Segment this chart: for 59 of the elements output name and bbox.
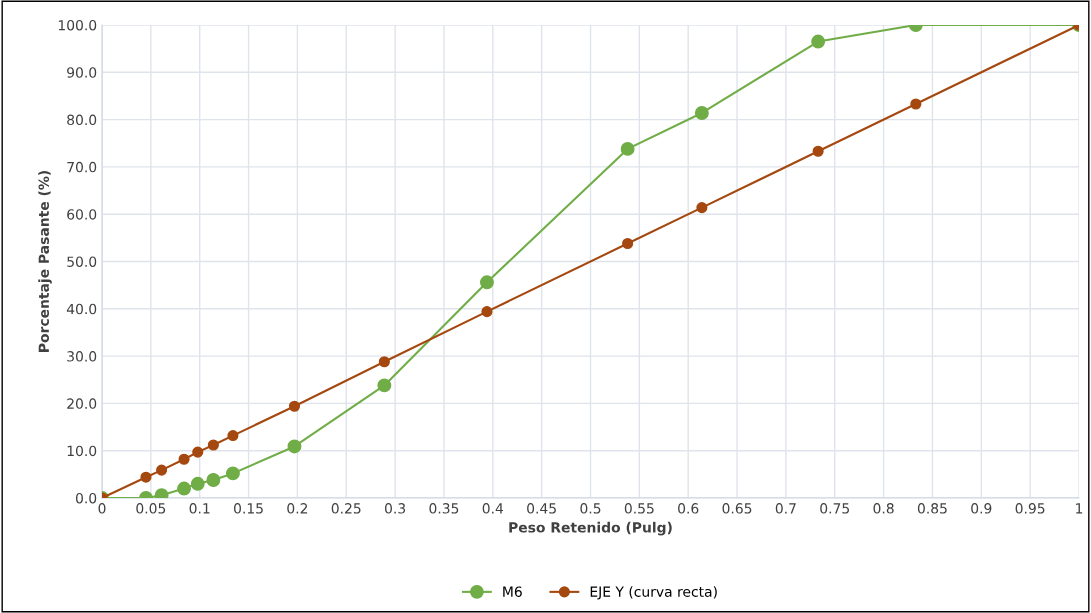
point	[190, 476, 205, 491]
point	[622, 237, 634, 250]
point	[177, 481, 192, 496]
x-tick-label: 0.25	[331, 503, 361, 514]
x-tick-label: 0.3	[384, 503, 406, 514]
x-tick-label: 0.7	[775, 503, 796, 514]
x-tick-label: 0.4	[482, 503, 504, 514]
point	[696, 202, 708, 214]
point	[227, 430, 239, 442]
x-tick-label: 0.65	[722, 503, 752, 514]
point	[377, 378, 392, 393]
point	[812, 145, 824, 157]
point	[811, 34, 826, 49]
point	[156, 464, 168, 476]
point	[288, 400, 301, 412]
point	[225, 466, 240, 481]
y-tick-label: 100.0	[58, 19, 97, 31]
x-tick-label: 0.9	[971, 503, 992, 514]
y-tick-label: 10.0	[67, 445, 97, 457]
x-tick-label: 0.15	[234, 503, 263, 514]
x-tick-label: 0	[98, 503, 106, 514]
x-tick-label: 0.8	[873, 503, 894, 514]
y-tick-label: 60.0	[67, 209, 97, 220]
x-tick-label: 0.55	[624, 503, 654, 514]
y-tick-label: 50.0	[67, 256, 97, 267]
x-tick-label: 0.95	[1015, 503, 1045, 514]
point	[287, 439, 302, 454]
point	[620, 141, 635, 156]
x-tick-label: 1	[1076, 503, 1083, 514]
y-tick-label: 30.0	[67, 351, 97, 362]
point	[479, 275, 494, 290]
x-tick-label: 0.5	[580, 503, 601, 514]
x-tick-label: 0.6	[678, 503, 699, 514]
point	[140, 471, 152, 483]
y-axis-title: Porcentaje Pasante (%)	[38, 171, 52, 352]
point	[481, 306, 493, 318]
x-tick-label: 0.85	[917, 503, 947, 514]
y-tick-label: 70.0	[67, 161, 97, 173]
y-tick-label: 80.0	[67, 114, 97, 126]
x-tick-label: 0.35	[429, 503, 459, 514]
x-tick-label: 0.2	[287, 503, 308, 514]
point	[694, 106, 709, 120]
point	[207, 439, 219, 451]
x-axis-title: Peso Retenido (Pulg)	[509, 521, 672, 536]
x-tick-label: 0.05	[136, 503, 166, 514]
y-tick-label: 90.0	[67, 67, 97, 78]
x-tick-label: 0.75	[820, 503, 849, 514]
legend-label: EJE Y (curva recta)	[590, 586, 717, 600]
point	[206, 473, 221, 487]
y-tick-label: 0.0	[75, 492, 97, 504]
x-tick-label: 0.45	[527, 503, 556, 514]
point	[192, 446, 204, 458]
y-tick-label: 20.0	[67, 398, 97, 409]
legend-label: M6	[503, 586, 522, 597]
point	[378, 356, 390, 368]
x-tick-label: 0.1	[189, 503, 210, 514]
point	[178, 453, 190, 465]
point	[910, 98, 922, 110]
y-tick-label: 40.0	[66, 303, 97, 315]
